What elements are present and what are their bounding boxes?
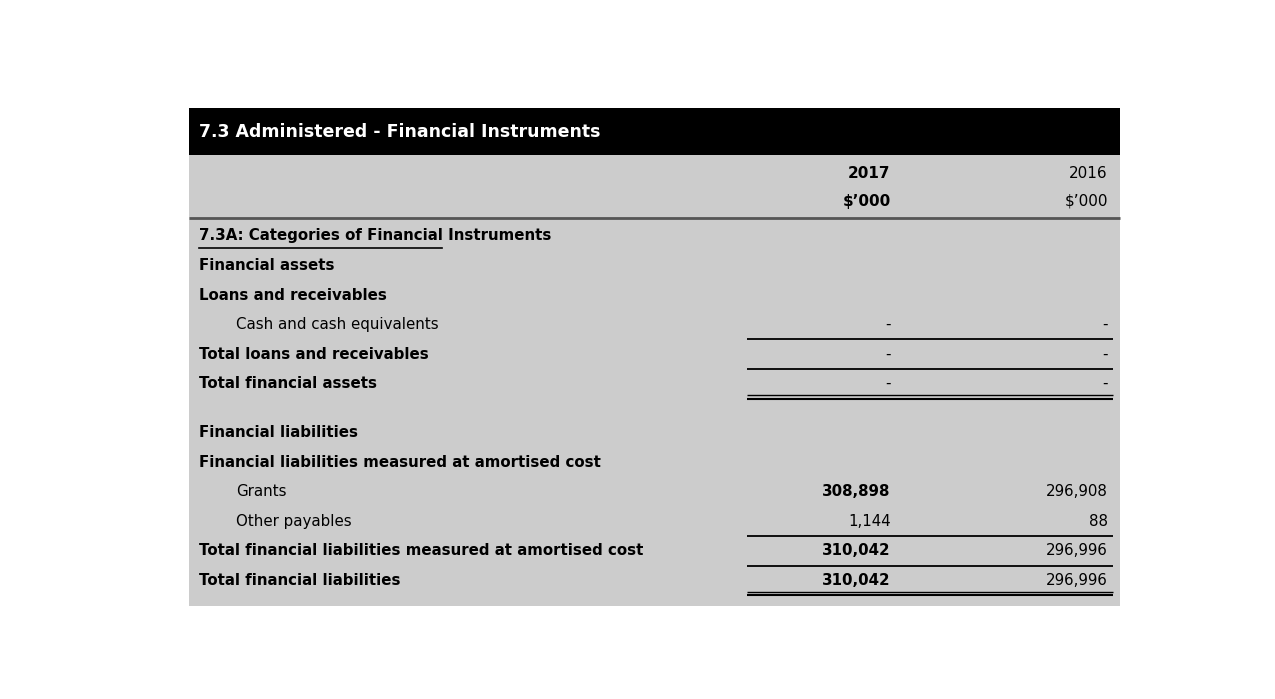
Text: 7.3A: Categories of Financial Instruments: 7.3A: Categories of Financial Instrument…: [199, 229, 551, 243]
Text: Total loans and receivables: Total loans and receivables: [199, 347, 428, 361]
Text: -: -: [885, 376, 890, 391]
Text: Total financial liabilities: Total financial liabilities: [199, 573, 400, 588]
Text: $’000: $’000: [843, 194, 890, 208]
Text: 310,042: 310,042: [822, 573, 890, 588]
Text: Financial liabilities: Financial liabilities: [199, 425, 358, 440]
Text: Financial assets: Financial assets: [199, 258, 334, 273]
Text: Cash and cash equivalents: Cash and cash equivalents: [236, 317, 439, 332]
Text: 88: 88: [1089, 514, 1108, 528]
Bar: [189, 108, 1119, 155]
Text: 296,996: 296,996: [1046, 573, 1108, 588]
Text: Total financial assets: Total financial assets: [199, 376, 377, 391]
Text: 296,996: 296,996: [1046, 543, 1108, 559]
Text: -: -: [885, 317, 890, 332]
Text: 2017: 2017: [848, 166, 890, 181]
Text: Financial liabilities measured at amortised cost: Financial liabilities measured at amorti…: [199, 454, 601, 470]
Text: Total financial liabilities measured at amortised cost: Total financial liabilities measured at …: [199, 543, 644, 559]
Text: -: -: [1103, 347, 1108, 361]
Text: -: -: [885, 347, 890, 361]
Text: $’000: $’000: [1065, 194, 1108, 208]
Text: 2016: 2016: [1070, 166, 1108, 181]
Text: Grants: Grants: [236, 484, 287, 499]
Text: 1,144: 1,144: [848, 514, 890, 528]
Text: Other payables: Other payables: [236, 514, 352, 528]
Text: 310,042: 310,042: [822, 543, 890, 559]
Text: 296,908: 296,908: [1046, 484, 1108, 499]
Text: -: -: [1103, 317, 1108, 332]
Text: -: -: [1103, 376, 1108, 391]
Text: 308,898: 308,898: [822, 484, 890, 499]
Text: 7.3 Administered - Financial Instruments: 7.3 Administered - Financial Instruments: [199, 123, 601, 140]
Text: Loans and receivables: Loans and receivables: [199, 287, 386, 303]
